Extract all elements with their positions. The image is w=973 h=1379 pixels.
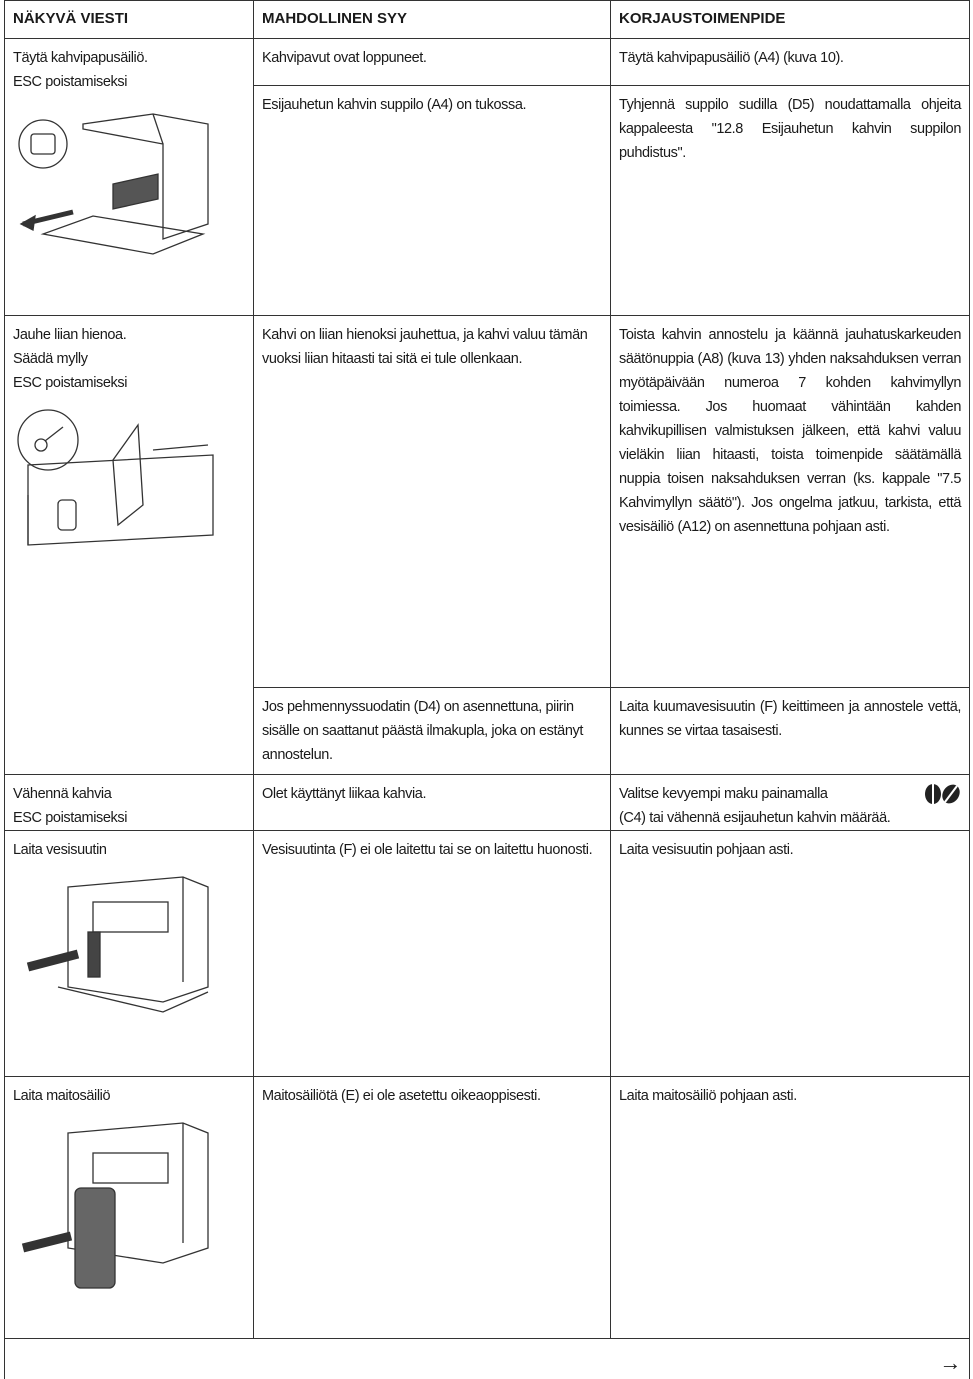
message: ESC poistamiseksi xyxy=(13,810,128,826)
next-arrow: → xyxy=(939,1350,961,1375)
message-cell: Laita maitosäiliö xyxy=(4,1076,254,1339)
message: Jauhe liian hienoa. xyxy=(13,327,127,343)
cause-cell: Esijauhetun kahvin suppilo (A4) on tukos… xyxy=(253,85,611,316)
message-cell: Jauhe liian hienoa. Säädä mylly ESC pois… xyxy=(4,315,254,775)
solution-cell: Valitse kevyempi maku painamalla (C4) ta… xyxy=(610,774,970,831)
solution-cell: Laita vesisuutin pohjaan asti. xyxy=(610,830,970,1077)
solution: (C4) tai vähennä esijauhetun kahvin määr… xyxy=(619,810,891,826)
illustration xyxy=(18,113,209,255)
solution-cell: Täytä kahvipapusäiliö (A4) (kuva 10). xyxy=(610,38,970,86)
bean-icon xyxy=(925,784,960,804)
header-row: NÄKYVÄ VIESTI MAHDOLLINEN SYY KORJAUSTOI… xyxy=(4,0,970,39)
message-cell: Vähennä kahvia ESC poistamiseksi xyxy=(4,774,254,831)
cause-cell: Olet käyttänyt liikaa kahvia. xyxy=(253,774,611,831)
solution-cell: Laita kuumavesisuutin (F) keittimeen ja … xyxy=(610,687,970,775)
solution: Valitse kevyempi maku painamalla xyxy=(619,786,828,802)
message: ESC poistamiseksi xyxy=(13,375,128,391)
message: Säädä mylly xyxy=(13,351,88,367)
troubleshooting-table: NÄKYVÄ VIESTI MAHDOLLINEN SYY KORJAUSTOI… xyxy=(4,0,970,1379)
cause-cell: Kahvi on liian hienoksi jauhettua, ja ka… xyxy=(253,315,611,688)
message-cell: Täytä kahvipapusäiliö. ESC poistamiseksi xyxy=(4,38,254,316)
header-cell: MAHDOLLINEN SYY xyxy=(253,0,611,39)
cause-cell: Kahvipavut ovat loppuneet. xyxy=(253,38,611,86)
footer-cell: → xyxy=(4,1338,970,1379)
header-cell: KORJAUSTOIMENPIDE xyxy=(610,0,970,39)
illustration xyxy=(21,1122,209,1289)
message: Laita vesisuutin xyxy=(13,842,107,858)
illustration xyxy=(17,409,214,546)
cause-cell: Jos pehmennyssuodatin (D4) on asennettun… xyxy=(253,687,611,775)
header-cell: NÄKYVÄ VIESTI xyxy=(4,0,254,39)
cause-cell: Vesisuutinta (F) ei ole laitettu tai se … xyxy=(253,830,611,1077)
cause-cell: Maitosäiliötä (E) ei ole asetettu oikeao… xyxy=(253,1076,611,1339)
message: Vähennä kahvia xyxy=(13,786,112,802)
solution-cell: Laita maitosäiliö pohjaan asti. xyxy=(610,1076,970,1339)
message-cell: Laita vesisuutin xyxy=(4,830,254,1077)
message: ESC poistamiseksi xyxy=(13,74,128,90)
message: Täytä kahvipapusäiliö. xyxy=(13,50,148,66)
solution-cell: Toista kahvin annostelu ja käännä jauhat… xyxy=(610,315,970,688)
message: Laita maitosäiliö xyxy=(13,1088,111,1104)
solution-cell: Tyhjennä suppilo sudilla (D5) noudattama… xyxy=(610,85,970,316)
illustration xyxy=(26,876,209,1013)
